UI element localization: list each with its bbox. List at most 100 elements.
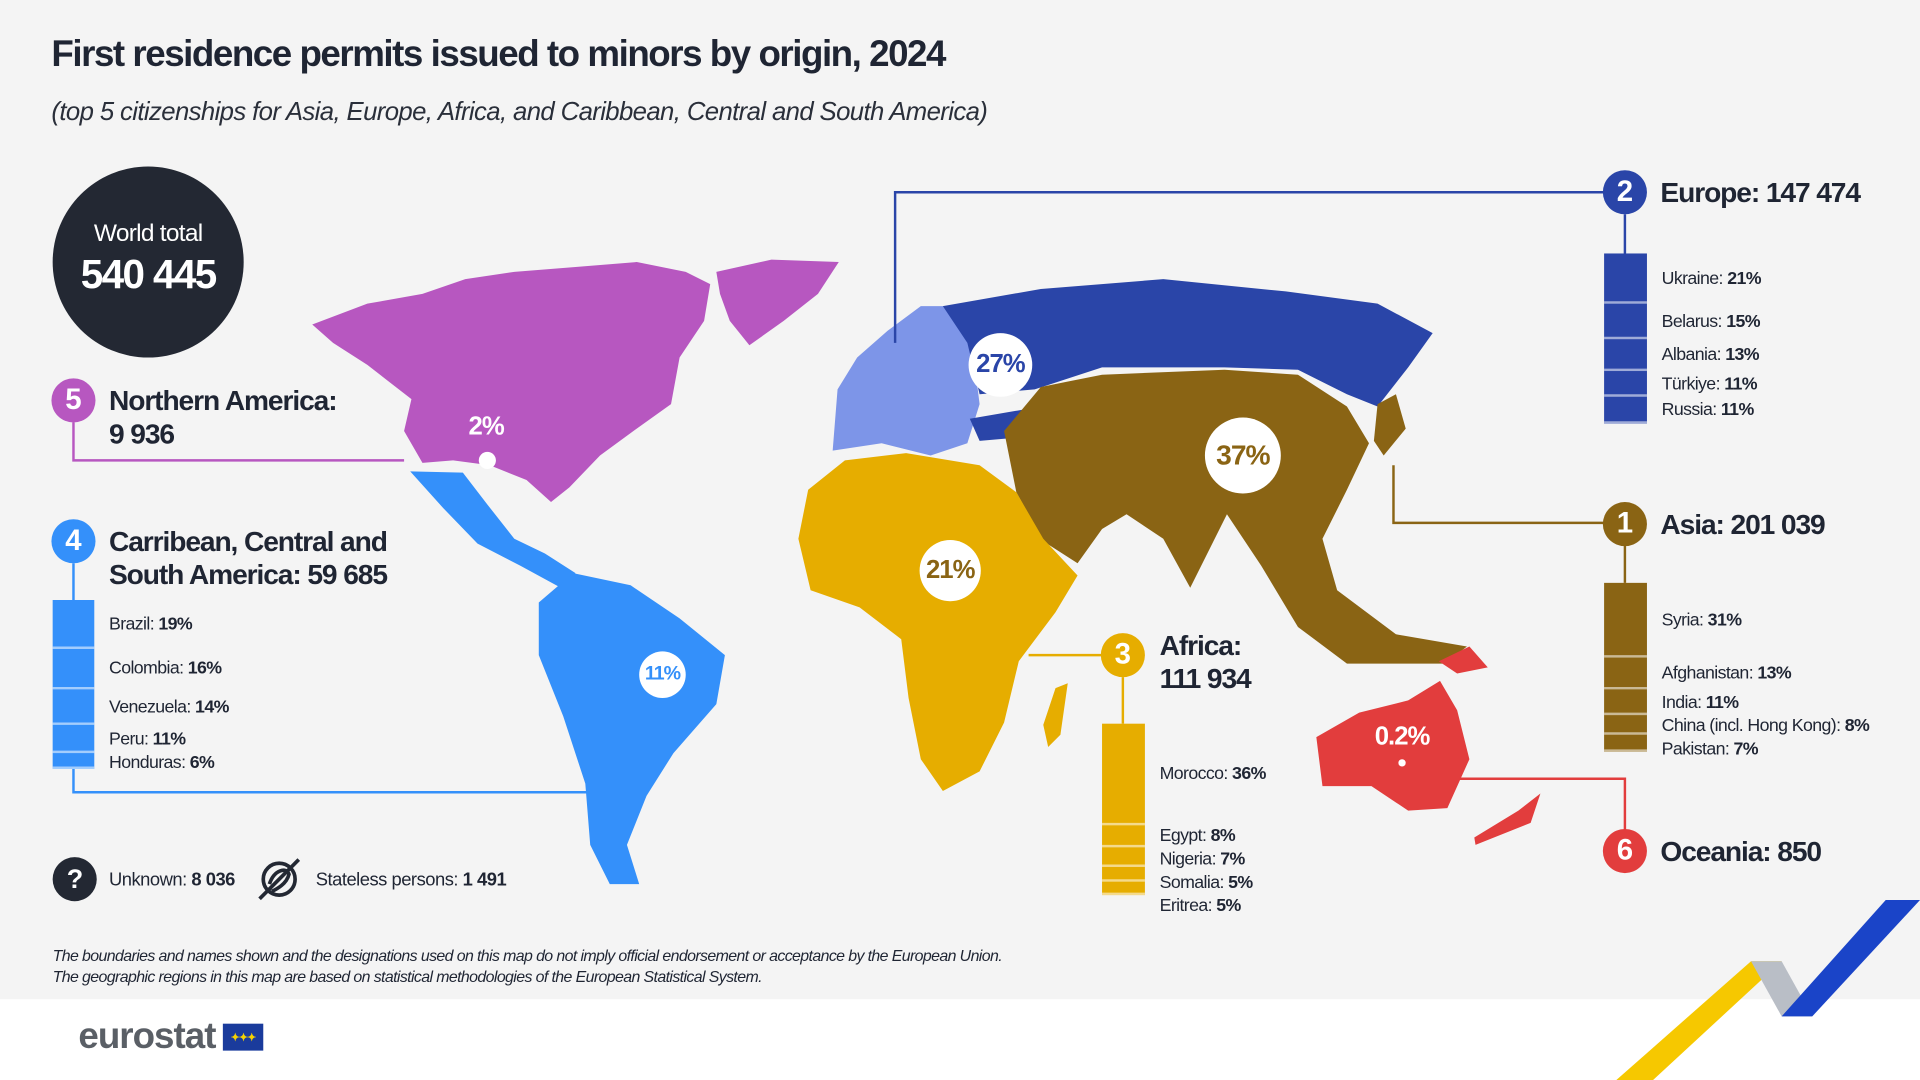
country-name: Ukraine:: [1661, 268, 1728, 289]
country-pct: 11%: [152, 729, 186, 750]
bar-segment-somalia: [1102, 867, 1145, 882]
region-total: 9 936: [108, 417, 175, 450]
citizenship-label: Türkiye: 11%: [1661, 374, 1758, 394]
unknown-stat: Unknown: 8 036: [109, 869, 235, 890]
bar-segment-afghanistan: [1604, 657, 1647, 690]
citizenship-label: Nigeria: 7%: [1159, 849, 1246, 870]
country-pct: 5%: [1216, 896, 1241, 916]
country-name: Brazil:: [108, 614, 159, 635]
region-name: Africa: [1159, 629, 1234, 662]
country-pct: 36%: [1232, 764, 1266, 785]
northern-america-share: 2%: [468, 412, 505, 441]
citizenship-label: Afghanistan: 13%: [1661, 663, 1792, 684]
country-pct: 13%: [1757, 663, 1792, 684]
country-name: Morocco:: [1159, 764, 1233, 785]
footnotes: The boundaries and names shown and the d…: [52, 945, 1003, 987]
country-name: Somalia:: [1159, 872, 1229, 893]
country-pct: 21%: [1727, 268, 1761, 289]
stateless-value: 1 491: [462, 868, 507, 890]
bar-segment-ukraine: [1604, 253, 1647, 304]
unknown-label: Unknown:: [108, 868, 187, 890]
country-name: Venezuela:: [108, 697, 196, 718]
africa-citizenship-bar: [1102, 723, 1145, 896]
region-total: 147 474: [1765, 176, 1861, 209]
country-pct: 16%: [187, 659, 222, 679]
country-name: Russia:: [1661, 400, 1721, 421]
citizenship-label: India: 11%: [1662, 693, 1739, 713]
region-name: Asia: [1660, 508, 1716, 541]
map-asia: [1004, 369, 1467, 664]
citizenship-label: Brazil: 19%: [108, 614, 193, 635]
asia-share: 37%: [1216, 438, 1270, 471]
country-name: Egypt:: [1159, 826, 1211, 846]
region-total: 850: [1777, 835, 1822, 867]
map-australia: [1316, 680, 1470, 811]
oceania-dot: [1398, 759, 1406, 767]
question-icon: ?: [52, 857, 97, 902]
country-pct: 8%: [1844, 715, 1870, 736]
bar-segment-syria: [1604, 582, 1647, 658]
caribbean-share: 11%: [644, 663, 681, 685]
country-pct: 13%: [1725, 345, 1759, 366]
africa-connector: [1028, 653, 1125, 724]
map-africa: [798, 453, 1078, 792]
world-total-value: 540 445: [80, 251, 218, 297]
bar-segment-brazil: [52, 600, 95, 649]
oceania-connector: [1459, 777, 1627, 831]
africa-title: Africa: 111 934: [1159, 629, 1252, 695]
unknown-value: 8 036: [191, 868, 235, 890]
footnote-1: The boundaries and names shown and the d…: [52, 946, 1003, 965]
bar-segment-colombia: [52, 648, 95, 690]
map-new-guinea: [1438, 646, 1488, 674]
region-name: Carribean, Central and South America: [108, 525, 388, 591]
bar-segment-russia: [1604, 397, 1647, 424]
citizenship-label: Venezuela: 14%: [109, 698, 229, 718]
country-name: Syria:: [1661, 610, 1708, 631]
country-name: Nigeria:: [1159, 849, 1221, 870]
citizenship-label: Belarus: 15%: [1661, 311, 1761, 332]
oceania-share: 0.2%: [1374, 722, 1431, 751]
europe-connector: [893, 191, 1627, 343]
logo-text: eurostat: [78, 1016, 216, 1057]
bar-segment-venezuela: [52, 689, 95, 726]
northern-america-connector: [72, 422, 405, 462]
citizenship-label: Colombia: 16%: [109, 659, 222, 679]
page-subtitle: (top 5 citizenships for Asia, Europe, Af…: [51, 97, 988, 127]
africa-share-circle: [919, 540, 981, 602]
europe-citizenship-bar: [1604, 253, 1647, 424]
bar-segment-eritrea: [1102, 881, 1145, 896]
citizenship-label: Eritrea: 5%: [1159, 896, 1242, 916]
region-name: Northern America: [108, 384, 329, 417]
europe-rank-badge: 2: [1602, 170, 1647, 215]
citizenship-label: Russia: 11%: [1661, 400, 1755, 421]
caribbean-share-circle: [639, 651, 686, 698]
northern-america-title: Northern America: 9 936: [108, 384, 338, 450]
page-title: First residence permits issued to minors…: [51, 34, 946, 75]
country-pct: 6%: [189, 753, 215, 773]
country-pct: 11%: [1705, 692, 1739, 713]
map-madagascar: [1043, 683, 1068, 747]
country-pct: 19%: [158, 614, 193, 635]
citizenship-label: Albania: 13%: [1662, 345, 1760, 366]
asia-rank-badge: 1: [1602, 502, 1647, 547]
region-name: Oceania: [1660, 835, 1763, 867]
northern-america-rank-badge: 5: [51, 378, 96, 423]
country-pct: 7%: [1220, 849, 1245, 870]
citizenship-label: China (incl. Hong Kong): 8%: [1662, 716, 1870, 736]
bar-segment-belarus: [1604, 303, 1647, 340]
country-pct: 11%: [1724, 374, 1757, 394]
map-greenland: [716, 259, 839, 346]
country-name: Pakistan:: [1661, 739, 1734, 759]
map-russia: [942, 279, 1433, 407]
country-name: China (incl. Hong Kong):: [1661, 715, 1845, 736]
europe-share: 27%: [976, 350, 1026, 379]
citizenship-label: Honduras: 6%: [109, 753, 215, 773]
europe-title: Europe: 147 474: [1660, 176, 1861, 209]
country-name: Afghanistan:: [1661, 663, 1758, 684]
country-name: Türkiye:: [1661, 374, 1725, 394]
country-name: Eritrea:: [1159, 896, 1217, 916]
bar-segment-india: [1604, 689, 1647, 716]
world-total-label: World total: [93, 220, 203, 248]
country-name: Belarus:: [1661, 311, 1727, 332]
